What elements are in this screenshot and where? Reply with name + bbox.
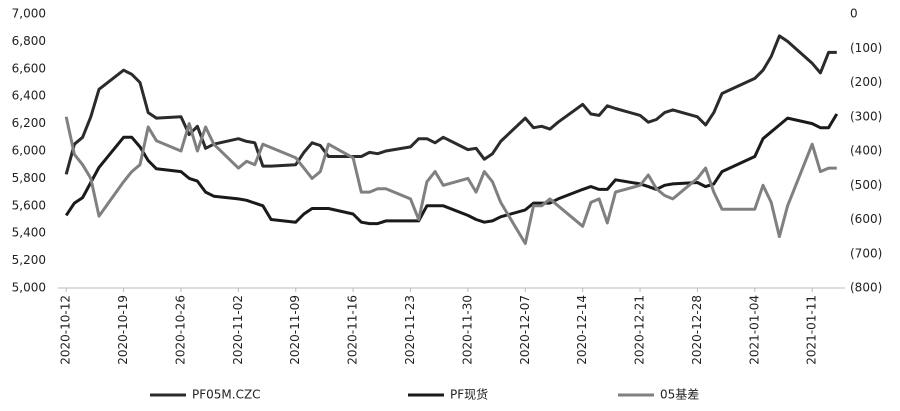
y-tick-label: 6,400 <box>12 89 46 103</box>
x-tick-label: 2020-12-14 <box>575 295 589 365</box>
x-tick-label: 2020-11-09 <box>288 295 302 365</box>
y-tick-label: 6,600 <box>12 61 46 75</box>
series-line <box>64 113 839 226</box>
legend-label: 05基差 <box>660 388 699 402</box>
y-tick-label: 5,600 <box>12 198 46 212</box>
y2-tick-label: (100) <box>850 41 882 55</box>
y2-tick-label: (700) <box>850 246 882 260</box>
x-tick-label: 2020-12-07 <box>518 295 532 365</box>
x-tick-label: 2020-10-12 <box>59 295 73 365</box>
x-tick-label: 2021-01-11 <box>805 295 819 365</box>
y-tick-label: 6,200 <box>12 116 46 130</box>
y-tick-label: 5,400 <box>12 226 46 240</box>
y-tick-label: 6,800 <box>12 34 46 48</box>
y2-tick-label: (400) <box>850 144 882 158</box>
y-tick-label: 6,000 <box>12 144 46 158</box>
legend-label: PF05M.CZC <box>192 388 261 402</box>
x-tick-label: 2020-10-26 <box>173 295 187 365</box>
y2-tick-label: (500) <box>850 178 882 192</box>
x-tick-label: 2020-10-19 <box>116 295 130 365</box>
y-tick-label: 7,000 <box>12 7 46 21</box>
legend-label: PF现货 <box>450 387 488 402</box>
series-line <box>64 116 837 245</box>
x-tick-label: 2020-11-16 <box>346 295 360 365</box>
y2-tick-label: (800) <box>850 281 882 295</box>
x-tick-label: 2020-11-23 <box>403 295 417 365</box>
x-tick-label: 2020-11-30 <box>460 295 474 365</box>
y2-tick-label: (300) <box>850 109 882 123</box>
x-tick-label: 2020-12-21 <box>633 295 647 365</box>
y2-tick-label: (200) <box>850 75 882 89</box>
y-tick-label: 5,200 <box>12 253 46 267</box>
x-tick-label: 2021-01-04 <box>747 295 761 365</box>
y-tick-label: 5,000 <box>12 281 46 295</box>
x-tick-label: 2020-11-02 <box>231 295 245 365</box>
y2-tick-label: 0 <box>850 7 858 21</box>
y-tick-label: 5,800 <box>12 171 46 185</box>
y2-tick-label: (600) <box>850 212 882 226</box>
series-line <box>64 34 837 175</box>
x-tick-label: 2020-12-28 <box>690 295 704 365</box>
